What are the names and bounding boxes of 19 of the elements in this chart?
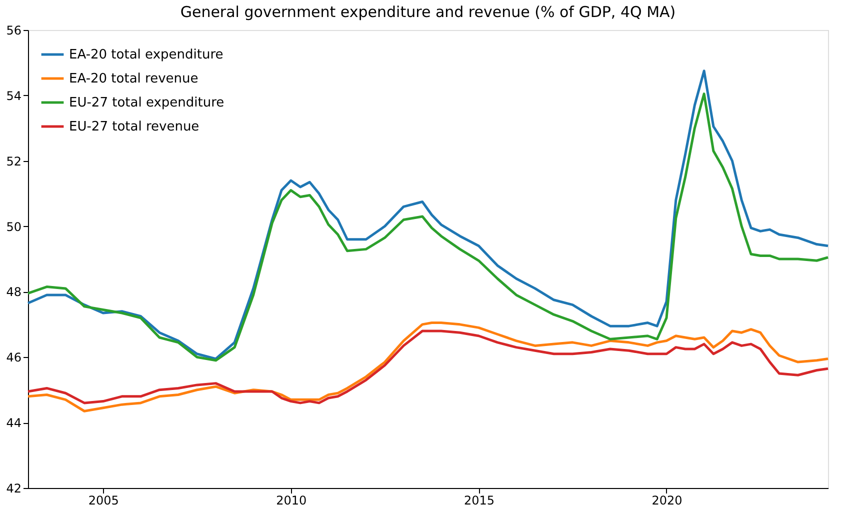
y-tick-label: 46 xyxy=(6,350,22,365)
x-tick-label: 2015 xyxy=(464,494,494,508)
y-tick-label: 48 xyxy=(6,285,22,300)
y-tick-label: 56 xyxy=(6,24,22,38)
y-tick-label: 42 xyxy=(6,482,22,496)
legend-label: EA-20 total expenditure xyxy=(69,48,224,62)
legend-label: EU-27 total expenditure xyxy=(69,96,224,110)
legend-label: EA-20 total revenue xyxy=(69,72,198,86)
x-tick-label: 2020 xyxy=(652,494,682,508)
line-series xyxy=(26,322,830,412)
x-tick-label: 2010 xyxy=(276,494,307,508)
y-tick-label: 52 xyxy=(6,154,22,168)
y-tick-label: 54 xyxy=(6,88,22,103)
chart-title: General government expenditure and revenue (% of GDP, 4Q MA) xyxy=(180,3,676,21)
x-tick-label: 2005 xyxy=(88,494,119,508)
legend-label: EU-27 total revenue xyxy=(69,120,200,134)
y-tick-label: 44 xyxy=(6,416,22,430)
line-series xyxy=(26,330,830,404)
y-tick-label: 50 xyxy=(6,220,22,234)
